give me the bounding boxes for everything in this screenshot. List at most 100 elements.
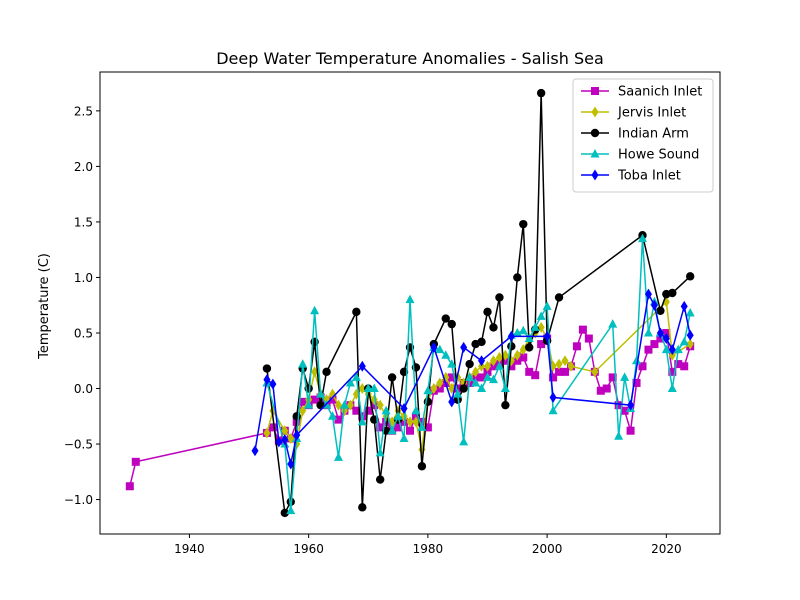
data-point [484,360,491,372]
data-point [351,372,361,381]
data-point [423,385,433,395]
data-point [435,344,445,354]
data-point [501,349,509,361]
data-point [656,306,665,315]
data-point [131,457,140,466]
data-point [400,403,408,415]
data-point [674,360,683,369]
data-point [519,344,527,356]
data-point [507,362,516,371]
y-tick-label: −0.5 [64,438,93,452]
data-point [650,340,659,349]
data-point [620,372,630,381]
data-point [299,405,307,417]
data-point [471,377,481,387]
data-point [478,355,486,367]
data-point [447,359,457,368]
series-toba-inlet [251,288,694,470]
data-point [268,423,277,432]
legend-label: Howe Sound [618,148,699,163]
data-point [352,307,361,317]
data-point [334,399,342,411]
data-point [513,349,521,361]
data-point [643,327,653,337]
data-point [679,336,689,346]
data-point [453,389,463,398]
data-point [495,351,503,363]
data-point [662,333,670,345]
data-point [405,294,415,304]
data-point [447,319,456,329]
data-point [477,337,486,347]
y-tick-label: 1.0 [74,271,93,285]
data-point [536,311,546,320]
data-point [375,447,385,457]
data-point [460,341,468,353]
data-point [292,412,301,421]
data-point [602,384,611,393]
data-point [310,395,319,404]
data-point [644,345,653,354]
data-point [656,334,665,343]
data-point [287,432,295,444]
x-tick-label: 1940 [174,542,205,556]
data-point [530,322,540,331]
series-layer [125,88,695,518]
data-point [472,366,480,378]
data-point [293,429,301,441]
data-point [275,436,283,448]
data-point [328,395,337,404]
data-point [572,342,581,351]
data-point [459,384,468,393]
data-point [417,462,427,471]
data-point [531,371,540,380]
data-point [614,431,624,440]
data-point [489,355,497,367]
data-point [519,353,528,362]
data-point [512,327,522,337]
data-point [262,364,272,373]
data-point [447,373,456,382]
data-point [417,422,427,431]
data-point [620,406,629,415]
data-point [554,293,564,302]
data-point [668,344,676,356]
data-point [436,377,444,389]
data-point [345,377,355,387]
y-axis-label: Temperature (C) [37,253,52,360]
legend-marker [591,106,599,118]
data-point [412,416,420,428]
data-point [333,452,343,461]
data-point [543,330,551,342]
data-point [542,301,552,310]
data-point [662,328,671,337]
data-point [269,378,277,390]
x-tick-label: 1980 [413,542,444,556]
data-point [513,356,522,365]
data-point [346,399,354,411]
legend-label: Saanich Inlet [618,85,702,100]
data-point [549,373,558,382]
data-point [334,415,343,424]
data-point [507,330,515,342]
legend-marker [590,128,600,138]
data-point [489,362,498,371]
legend: Saanich Inlet Jervis Inlet Indian Arm Howe … [572,78,714,193]
y-tick-label: 1.5 [74,215,93,229]
data-point [263,427,271,439]
data-point [555,358,563,370]
data-point [524,333,534,343]
data-point [430,383,438,395]
x-tick-label: 2020 [651,542,682,556]
data-point [459,436,469,446]
data-point [608,373,617,382]
data-point [680,300,688,312]
data-point [465,372,475,381]
data-point [584,334,593,343]
data-point [316,389,326,398]
data-point [322,367,331,377]
data-point [471,373,480,382]
data-point [448,396,456,408]
data-point [399,433,409,442]
x-tick-label: 1960 [293,542,324,556]
